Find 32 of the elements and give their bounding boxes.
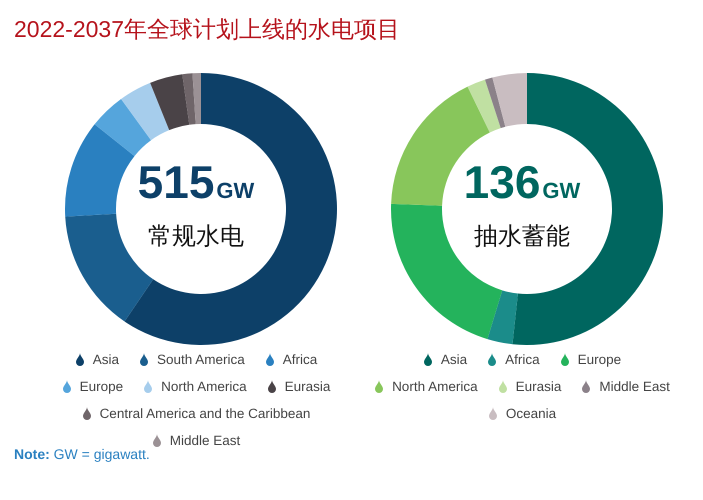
donut-slice bbox=[487, 290, 518, 344]
donut-slice bbox=[124, 73, 337, 345]
donut-slice bbox=[468, 80, 501, 133]
donut-slice bbox=[484, 77, 506, 128]
legend-label: North America bbox=[161, 379, 247, 394]
legend-label: Middle East bbox=[170, 433, 240, 448]
legend-label: Asia bbox=[92, 352, 119, 367]
legend-label: Africa bbox=[282, 352, 318, 367]
text: 抽水蓄能 bbox=[473, 222, 571, 252]
text: 常规水电 bbox=[147, 222, 245, 252]
legend-label: Eurasia bbox=[516, 379, 562, 394]
legend-label: Middle East bbox=[599, 379, 670, 394]
donut-slice bbox=[94, 98, 152, 156]
donut-slice bbox=[492, 73, 527, 127]
legend-label: Central America and the Caribbean bbox=[100, 406, 310, 421]
legend-label: Europe bbox=[80, 379, 124, 394]
legend-label: South America bbox=[156, 352, 245, 367]
legend-label: Africa bbox=[505, 352, 540, 367]
donut-slice bbox=[182, 73, 196, 125]
legend-label: Oceania bbox=[506, 406, 556, 421]
donut-slice bbox=[65, 124, 134, 217]
text: 136GW bbox=[464, 156, 580, 208]
text: Note: GW = gigawatt. bbox=[14, 446, 150, 462]
donut-slice bbox=[150, 74, 190, 130]
donut-slice bbox=[121, 82, 170, 140]
legend-label: North America bbox=[392, 379, 478, 394]
donut-slice bbox=[192, 73, 201, 124]
legend-label: Asia bbox=[440, 352, 468, 367]
chart-title: 2022-2037年全球计划上线的水电项目 bbox=[14, 15, 400, 44]
legend-label: Europe bbox=[578, 352, 622, 367]
legend-label: Eurasia bbox=[284, 379, 330, 394]
text: 515GW bbox=[138, 156, 254, 208]
